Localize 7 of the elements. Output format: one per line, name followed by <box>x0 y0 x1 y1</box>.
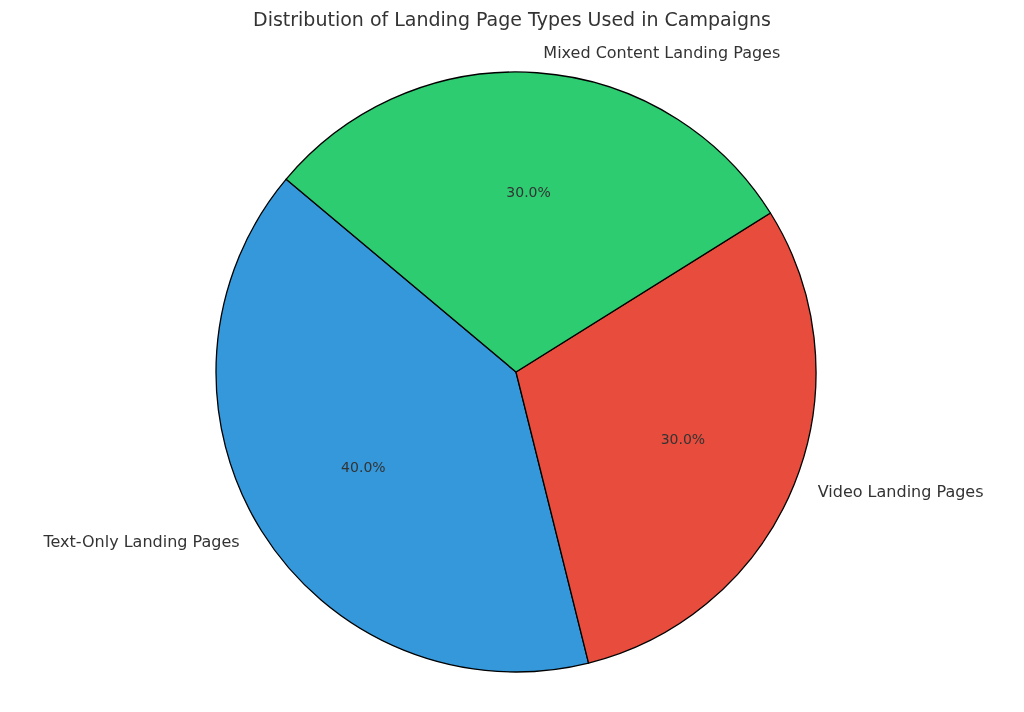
data-label: 30.0% <box>660 431 706 448</box>
data-label: 40.0% <box>341 459 386 476</box>
slice-label: Mixed Content Landing Pages <box>543 43 781 63</box>
data-label: 30.0% <box>506 184 551 201</box>
chart-title: Distribution of Landing Page Types Used in Campaigns <box>253 7 771 30</box>
slice-label: Video Landing Pages <box>817 482 984 502</box>
slice-label: Text-Only Landing Pages <box>42 532 240 552</box>
